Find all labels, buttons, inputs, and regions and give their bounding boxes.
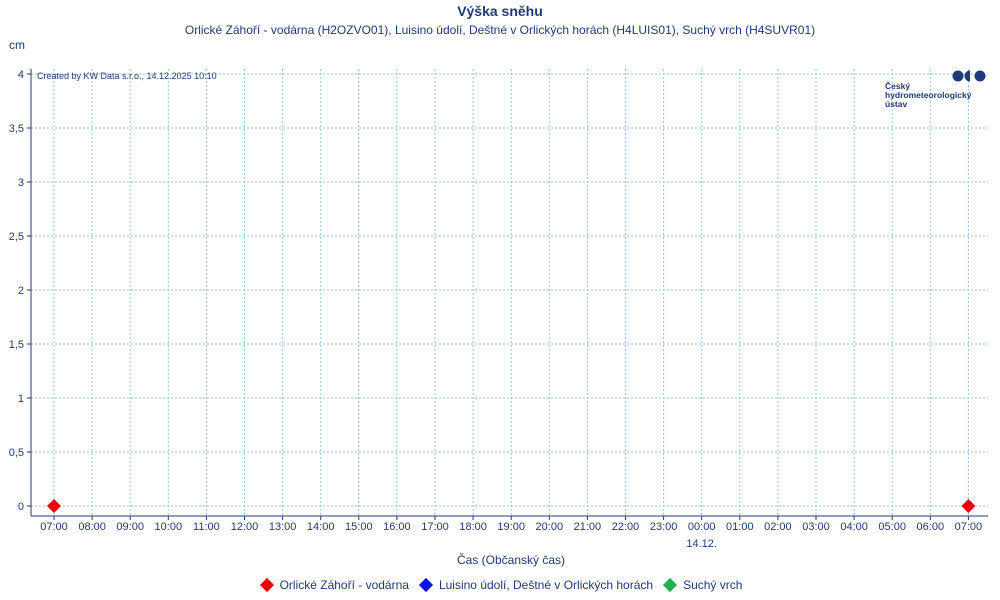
- chmi-logo: Český hydrometeorologický ústav: [885, 70, 986, 109]
- x-tick-label: 01:00: [726, 521, 754, 533]
- x-tick-label: 15:00: [345, 521, 373, 533]
- y-tick-label: 1: [18, 393, 24, 405]
- x-tick-label: 05:00: [878, 521, 906, 533]
- grid: [31, 69, 988, 516]
- y-tick-label: 3: [18, 177, 24, 189]
- x-tick-label: 08:00: [78, 521, 106, 533]
- x-tick-label: 19:00: [497, 521, 525, 533]
- y-tick-label: 4: [18, 69, 24, 81]
- data-point: [961, 499, 976, 513]
- logo-line3: ústav: [885, 99, 907, 109]
- y-tick-label: 2,5: [9, 231, 24, 243]
- chart-title: Výška sněhu: [457, 3, 543, 19]
- x-tick-label: 03:00: [802, 521, 830, 533]
- x-tick-label: 04:00: [840, 521, 868, 533]
- x-tick-label: 11:00: [193, 521, 220, 533]
- legend: Orlické Záhoří - vodárna Luisino údolí, D…: [0, 577, 1000, 593]
- axes: [27, 69, 988, 520]
- x-tick-label: 18:00: [459, 521, 487, 533]
- logo-line1: Český: [885, 80, 910, 91]
- x-tick-label: 06:00: [917, 521, 945, 533]
- y-axis-label: cm: [9, 38, 25, 52]
- y-tick-label: 0,5: [9, 447, 24, 459]
- logo-line2: hydrometeorologický: [885, 90, 972, 100]
- x-tick-label: 07:00: [40, 521, 68, 533]
- y-tick-labels: 0 0,5 1 1,5 2 2,5 3 3,5 4: [9, 69, 24, 513]
- x-tick-label: 00:00: [688, 521, 716, 533]
- x-tick-label: 13:00: [269, 521, 297, 533]
- legend-label: Suchý vrch: [683, 578, 743, 592]
- x-tick-label: 10:00: [155, 521, 183, 533]
- x-tick-label: 02:00: [764, 521, 792, 533]
- y-tick-label: 1,5: [9, 339, 24, 351]
- x-axis-label: Čas (Občanský čas): [457, 552, 565, 567]
- x-tick-label: 12:00: [231, 521, 259, 533]
- legend-label: Luisino údolí, Deštné v Orlických horách: [438, 578, 654, 592]
- logo-circle-left: [952, 70, 964, 82]
- legend-marker: [662, 577, 678, 593]
- chart-subtitle: Orlické Záhoří - vodárna (H2OZVO01), Lui…: [184, 23, 816, 37]
- logo-circle-right: [974, 70, 986, 82]
- data-points: [47, 499, 976, 513]
- logo-half-circle: [964, 70, 970, 82]
- legend-marker: [259, 577, 274, 593]
- x-tick-label: 22:00: [612, 521, 640, 533]
- legend-label: Orlické Záhoří - vodárna: [279, 578, 409, 592]
- data-point: [47, 499, 61, 513]
- x-tick-label: 23:00: [650, 521, 678, 533]
- legend-marker: [418, 577, 434, 593]
- x-date-label: 14.12.: [686, 538, 717, 550]
- x-tick-label: 09:00: [116, 521, 144, 533]
- credit-text: Created by KW Data s.r.o., 14.12.2025 10…: [37, 71, 217, 81]
- x-tick-labels: 07:00 08:00 09:00 10:00 11:00 12:00 13:00 14:00…: [40, 521, 982, 550]
- x-tick-label: 21:00: [574, 521, 602, 533]
- x-tick-label: 16:00: [383, 521, 411, 533]
- x-tick-label: 07:00: [955, 521, 983, 533]
- legend-item[interactable]: Luisino údolí, Deštné v Orlických horách: [417, 577, 654, 593]
- x-tick-label: 17:00: [421, 521, 449, 533]
- y-tick-label: 3,5: [9, 123, 24, 135]
- y-tick-label: 0: [18, 501, 24, 513]
- y-tick-label: 2: [18, 285, 24, 297]
- legend-item[interactable]: Suchý vrch: [661, 577, 743, 593]
- legend-item[interactable]: Orlické Záhoří - vodárna: [258, 577, 409, 593]
- x-tick-label: 14:00: [307, 521, 335, 533]
- x-tick-label: 20:00: [536, 521, 564, 533]
